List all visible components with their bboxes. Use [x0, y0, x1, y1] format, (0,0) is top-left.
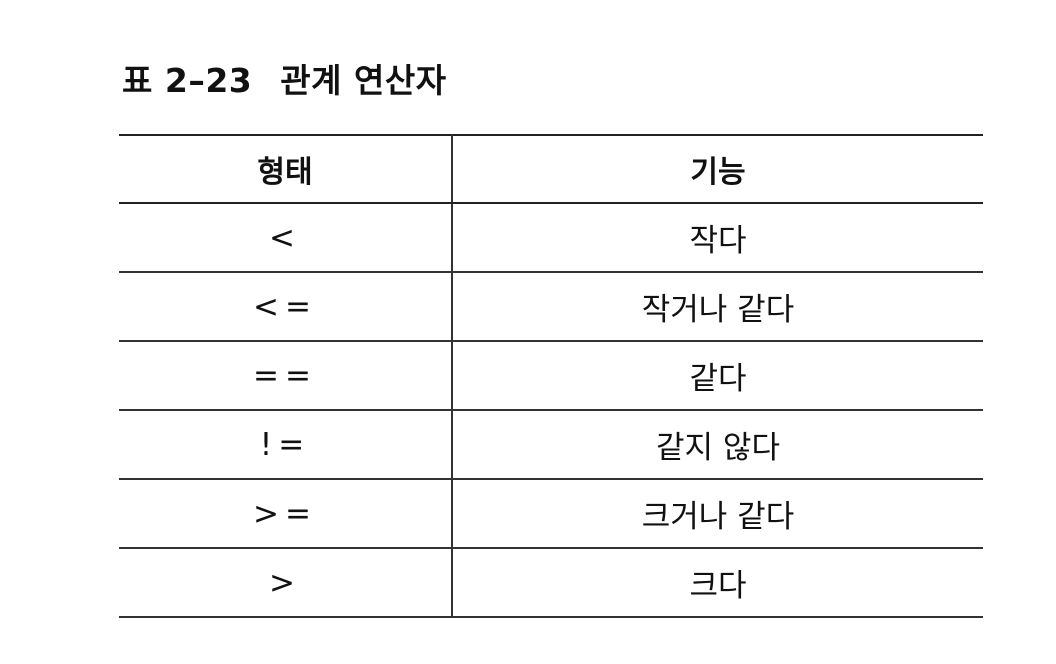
- description-cell: 작다: [452, 203, 983, 273]
- caption-title: 관계 연산자: [280, 61, 447, 100]
- caption-number: 2–23: [164, 61, 253, 100]
- table-row: >= 크거나 같다: [119, 479, 983, 549]
- table-row: == 같다: [119, 341, 983, 411]
- column-header-form: 형태: [119, 134, 453, 204]
- column-header-function: 기능: [452, 134, 983, 204]
- description-cell: 같다: [452, 341, 983, 411]
- description-cell: 같지 않다: [452, 410, 983, 480]
- caption-label: 표: [122, 61, 153, 100]
- operator-cell: >: [119, 548, 453, 618]
- description-cell: 작거나 같다: [452, 272, 983, 342]
- operator-cell: >=: [119, 479, 453, 549]
- operator-cell: !=: [119, 410, 453, 480]
- relational-operators-table: 형태 기능 < 작다 <= 작거나 같다 == 같다 != 같지 않다 >= 크…: [119, 134, 983, 618]
- operator-cell: <=: [119, 272, 453, 342]
- description-cell: 크다: [452, 548, 983, 618]
- operator-cell: ==: [119, 341, 453, 411]
- operator-cell: <: [119, 203, 453, 273]
- table-header-row: 형태 기능: [119, 134, 983, 204]
- table-row: > 크다: [119, 548, 983, 618]
- table-caption: 표 2–23 관계 연산자: [122, 56, 447, 106]
- table-row: < 작다: [119, 203, 983, 273]
- description-cell: 크거나 같다: [452, 479, 983, 549]
- table-row: != 같지 않다: [119, 410, 983, 480]
- table-row: <= 작거나 같다: [119, 272, 983, 342]
